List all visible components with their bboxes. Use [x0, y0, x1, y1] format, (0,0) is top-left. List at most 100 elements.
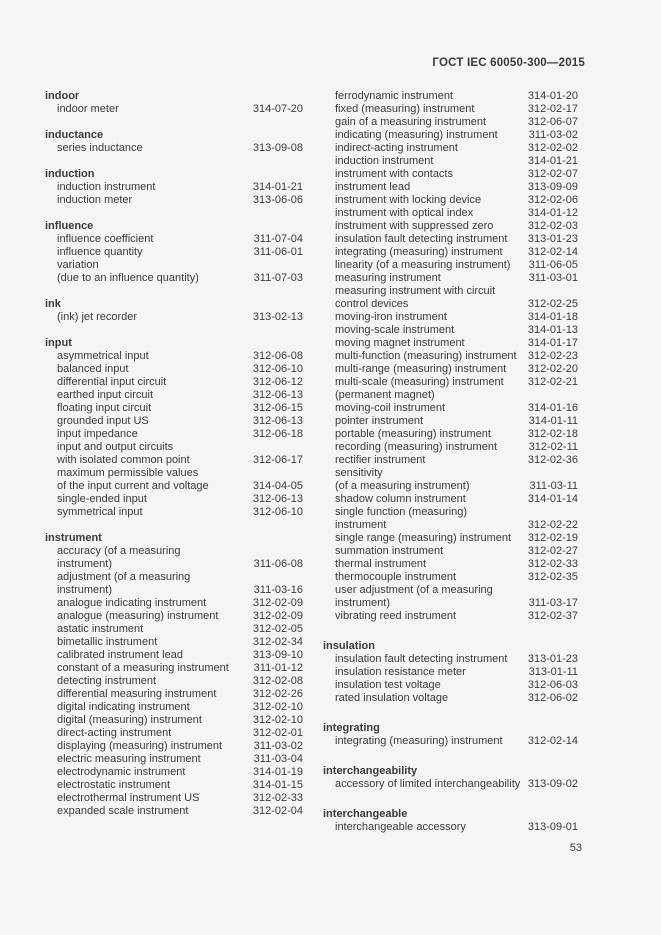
index-entry: insulation fault detecting instrument 313… — [323, 653, 578, 666]
index-entry: user adjustment (of a measuring instrumen… — [323, 584, 578, 610]
entry-term-row: influence quantity 311-06-01 — [45, 246, 303, 259]
entry-term: moving-iron instrument — [335, 311, 447, 323]
entry-term-row: vibrating reed instrument 312-02-37 — [323, 610, 578, 623]
index-entry: constant of a measuring instrument 311-01… — [45, 662, 303, 675]
section-heading: indoor — [45, 90, 80, 102]
index-entry: insulation fault detecting instrument 313… — [323, 233, 578, 246]
entry-code: 312-02-36 — [527, 454, 578, 466]
index-entry: vibrating reed instrument 312-02-37 — [323, 610, 578, 623]
entry-term: influence quantity — [57, 246, 143, 258]
entry-term-row: differential input circuit 312-06-12 — [45, 376, 303, 389]
entry-term: pointer instrument — [335, 415, 424, 427]
entry-code: 311-03-04 — [253, 753, 303, 765]
index-entry: symmetrical input 312-06-10 — [45, 506, 303, 519]
entry-term: thermocouple instrument — [335, 571, 457, 583]
entry-term-row: accessory of limited interchangeability 3… — [323, 778, 578, 791]
index-entry: single range (measuring) instrument 312-0… — [323, 532, 578, 545]
entry-term-row: induction meter 313-06-06 — [45, 194, 303, 207]
entry-term: earthed input circuit — [57, 389, 153, 401]
entry-term-row: multi-range (measuring) instrument 312-02… — [323, 363, 578, 376]
entry-term-row: differential measuring instrument 312-02-… — [45, 688, 303, 701]
entry-code: 313-06-06 — [252, 194, 303, 206]
entry-code: 312-02-23 — [527, 350, 578, 362]
entry-code: 312-02-27 — [527, 545, 578, 557]
index-entry: variation (due to an influence quantity) 3… — [45, 259, 303, 285]
entry-term: (of a measuring instrument) — [335, 480, 470, 492]
entry-term: induction instrument — [335, 155, 434, 167]
index-entry: digital indicating instrument 312-02-10 — [45, 701, 303, 714]
entry-term-row: direct-acting instrument 312-02-01 — [45, 727, 303, 740]
entry-term-row: expanded scale instrument 312-02-04 — [45, 805, 303, 818]
entry-code: 312-02-22 — [527, 519, 578, 531]
entry-term-row: asymmetrical input 312-06-08 — [45, 350, 303, 363]
entry-term: portable (measuring) instrument — [335, 428, 491, 440]
index-entry: single function (measuring) instrument 312… — [323, 506, 578, 532]
index-section: input asymmetrical input 312-06-08 balanced… — [45, 337, 303, 519]
entry-term: instrument with contacts — [335, 168, 453, 180]
entry-code: 312-02-10 — [252, 714, 303, 726]
entry-code: 312-06-10 — [252, 506, 303, 518]
section-heading: insulation — [323, 640, 375, 652]
entry-term-row: instrument) 311-06-08 — [45, 558, 303, 571]
entry-term-row: instrument with contacts 312-02-07 — [323, 168, 578, 181]
index-entry: rated insulation voltage 312-06-02 — [323, 692, 578, 705]
index-entry: instrument with contacts 312-02-07 — [323, 168, 578, 181]
entry-code: 313-01-23 — [527, 233, 578, 245]
index-entry: moving magnet instrument 314-01-17 — [323, 337, 578, 350]
entry-code: 311-03-17 — [528, 597, 578, 609]
entry-term: symmetrical input — [57, 506, 143, 518]
entry-term-row: summation instrument 312-02-27 — [323, 545, 578, 558]
entry-term: instrument — [335, 519, 387, 531]
entry-term-row: insulation test voltage 312-06-03 — [323, 679, 578, 692]
index-entry: electrostatic instrument 314-01-15 — [45, 779, 303, 792]
entry-code: 312-02-18 — [527, 428, 578, 440]
entry-term-row: indirect-acting instrument 312-02-02 — [323, 142, 578, 155]
entry-term: indirect-acting instrument — [335, 142, 458, 154]
index-entry: moving-iron instrument 314-01-18 — [323, 311, 578, 324]
entry-code: 311-01-12 — [253, 662, 303, 674]
entry-code: 312-02-09 — [252, 597, 303, 609]
entry-code: 312-02-11 — [528, 441, 578, 453]
index-entry: instrument with optical index 314-01-12 — [323, 207, 578, 220]
entry-term-row: indoor meter 314-07-20 — [45, 103, 303, 116]
entry-code: 311-03-16 — [253, 584, 303, 596]
index-entry: multi-range (measuring) instrument 312-02… — [323, 363, 578, 376]
entry-term-row: fixed (measuring) instrument 312-02-17 — [323, 103, 578, 116]
index-entry: expanded scale instrument 312-02-04 — [45, 805, 303, 818]
index-entry: asymmetrical input 312-06-08 — [45, 350, 303, 363]
entry-term-row: electrothermal instrument US 312-02-33 — [45, 792, 303, 805]
index-section: interchangeability accessory of limited i… — [323, 765, 578, 791]
entry-code: 313-09-02 — [527, 778, 578, 790]
entry-code: 312-02-06 — [527, 194, 578, 206]
entry-term-row: integrating (measuring) instrument 312-02… — [323, 735, 578, 748]
entry-term-row: (ink) jet recorder 313-02-13 — [45, 311, 303, 324]
entry-term-row: moving magnet instrument 314-01-17 — [323, 337, 578, 350]
entry-term: grounded input US — [57, 415, 149, 427]
entry-term: bimetallic instrument — [57, 636, 158, 648]
index-entry: single-ended input 312-06-13 — [45, 493, 303, 506]
entry-term: digital indicating instrument — [57, 701, 190, 713]
index-entry: detecting instrument 312-02-08 — [45, 675, 303, 688]
entry-term-row: single-ended input 312-06-13 — [45, 493, 303, 506]
index-entry: induction instrument 314-01-21 — [45, 181, 303, 194]
entry-code: 311-06-01 — [253, 246, 303, 258]
index-entry: instrument with suppressed zero 312-02-03 — [323, 220, 578, 233]
entry-term: ferrodynamic instrument — [335, 90, 453, 102]
index-entry: influence coefficient 311-07-04 — [45, 233, 303, 246]
index-entry: portable (measuring) instrument 312-02-18 — [323, 428, 578, 441]
entry-term: with isolated common point — [57, 454, 190, 466]
entry-term: gain of a measuring instrument — [335, 116, 487, 128]
index-entry: insulation test voltage 312-06-03 — [323, 679, 578, 692]
entry-term-row: series inductance 313-09-08 — [45, 142, 303, 155]
entry-code: 312-02-19 — [527, 532, 578, 544]
entry-term-row: induction instrument 314-01-21 — [45, 181, 303, 194]
entry-term: instrument with suppressed zero — [335, 220, 494, 232]
entry-code: 312-02-09 — [252, 610, 303, 622]
entry-term-row: pointer instrument 314-01-11 — [323, 415, 578, 428]
index-entry: balanced input 312-06-10 — [45, 363, 303, 376]
entry-code: 312-06-13 — [252, 493, 303, 505]
entry-term-line: variation — [57, 259, 99, 271]
index-entry: rectifier instrument 312-02-36 — [323, 454, 578, 467]
entry-code: 312-02-33 — [527, 558, 578, 570]
entry-code: 314-07-20 — [252, 103, 303, 115]
